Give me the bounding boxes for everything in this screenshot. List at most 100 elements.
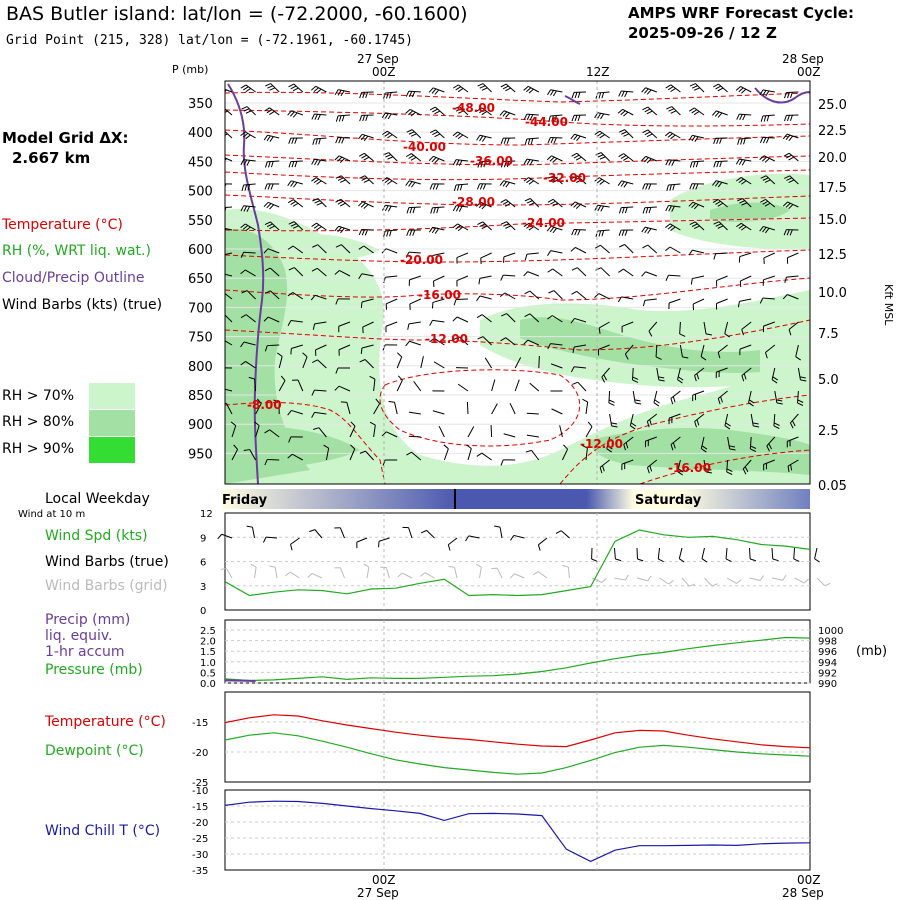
wind-barb-feather: [692, 183, 696, 190]
height-tick-label: 12.5: [818, 248, 847, 263]
wind-barb: [717, 344, 728, 353]
grid-wind-barb: [726, 577, 737, 584]
wind-barb: [341, 244, 351, 254]
wind-barb-feather: [691, 109, 698, 114]
wind-barb-feather: [429, 106, 436, 111]
wind-barb-feather: [452, 159, 457, 166]
height-tick-label: 17.5: [818, 181, 847, 196]
wind-barbs-main: [217, 83, 807, 476]
wind-barb-feather: [476, 452, 483, 457]
true-wind-barb-feather: [494, 525, 501, 528]
wind-barb-feather: [617, 180, 623, 186]
wind-barb-feather: [750, 445, 757, 449]
wind-barb: [631, 367, 634, 381]
wind-barb-feather: [358, 152, 365, 157]
wind-barb-feather: [476, 107, 483, 112]
day-bar: Friday Saturday: [222, 489, 810, 509]
wind-barb-feather: [587, 421, 593, 427]
wind-barb-feather: [387, 156, 394, 160]
wind-barb: [700, 436, 705, 449]
wind-barb-feather: [735, 86, 741, 91]
wind-barb-feather: [788, 204, 794, 210]
wind-barb-feather: [455, 205, 460, 212]
wind-barb-feather: [270, 183, 274, 190]
wind-barb: [467, 426, 475, 438]
wind-barb-feather: [550, 137, 554, 144]
wind-barb-feather: [267, 85, 274, 89]
wind-barb: [268, 316, 280, 323]
wind-barb-feather: [526, 178, 532, 184]
height-tick-label: 22.5: [818, 124, 847, 139]
height-tick-label: 0.05: [818, 479, 847, 494]
wind-barb-feather: [240, 223, 246, 229]
wind-barb-feather: [476, 314, 483, 319]
wind-barb-feather: [701, 448, 707, 453]
wind-barb-feather: [551, 115, 554, 122]
wind-barb-feather: [713, 221, 720, 225]
wind-tick-label: 9: [200, 533, 206, 544]
wind-barb-feather: [359, 359, 366, 363]
wind-barb-feather: [457, 134, 464, 140]
wind-barb: [509, 402, 516, 415]
wind-barb: [481, 314, 492, 323]
grid-wind-barb: [567, 567, 570, 579]
wind-barb-feather: [601, 92, 605, 99]
wind-barb-feather: [761, 156, 768, 162]
wind-barb-feather: [765, 137, 770, 144]
wind-barb: [653, 390, 658, 403]
wind-barb-feather: [764, 227, 770, 234]
wind-barb-feather: [667, 133, 673, 138]
wind-barb: [396, 379, 403, 392]
wind-barb-feather: [618, 129, 625, 133]
wind-barb-feather: [694, 87, 700, 91]
wind-barb-feather: [217, 227, 220, 232]
wind-barb-feather: [430, 207, 433, 214]
wind-barb-feather: [599, 134, 605, 139]
top-tick-00z: 00Z: [372, 65, 396, 79]
true-wind-barb: [793, 547, 795, 560]
wind-barb: [291, 180, 303, 185]
wind-barb: [668, 413, 681, 419]
wind-barb-feather: [602, 465, 605, 472]
wind-barb-feather: [649, 465, 653, 472]
wind-barb: [481, 452, 492, 461]
isotherm-8-closed: [379, 369, 581, 447]
forecast-cycle-label: AMPS WRF Forecast Cycle:: [628, 4, 854, 22]
wind-barb-feather: [677, 379, 683, 384]
wind-barb-feather: [482, 183, 487, 190]
wind-barb: [408, 411, 421, 415]
wind-barb: [716, 275, 728, 282]
wind-barb-feather: [712, 110, 717, 116]
wind-barb: [574, 366, 587, 369]
wind-barb-feather: [397, 375, 403, 381]
wind-barb-feather: [477, 221, 483, 226]
true-wind-barb: [771, 547, 774, 560]
wind-barb-feather: [408, 131, 415, 135]
wind-barb-feather: [786, 229, 790, 236]
wind-barb-feather: [382, 459, 386, 466]
cross-section-panel: -48.00 -44.00 -40.00 -36.00 -32.00 -28.0…: [172, 52, 895, 494]
wind-barb-feather: [597, 113, 602, 119]
wind-barb: [292, 292, 304, 300]
wind-barb-feather: [644, 108, 651, 113]
wind-barb-feather: [716, 161, 720, 168]
wind-barb-feather: [649, 419, 652, 426]
wind-barb: [269, 267, 280, 277]
wind-barb-feather: [717, 352, 721, 359]
wind-barb-feather: [505, 87, 511, 92]
wind-barb-feather: [412, 207, 416, 214]
wind-barb-feather: [576, 135, 581, 142]
wind-barb: [790, 413, 799, 424]
wind-barb-feather: [547, 343, 551, 350]
wind-barb-feather: [601, 376, 606, 383]
wind-barb: [385, 321, 398, 327]
wind-barb: [724, 321, 729, 334]
wind-barb-feather: [670, 134, 676, 140]
wind-barb-feather: [335, 198, 342, 203]
wind-barb-feather: [245, 134, 251, 140]
true-wind-barb-feather: [217, 533, 223, 540]
wind-barb-feather: [363, 135, 369, 142]
wind-barb-feather: [571, 152, 578, 157]
wind-barb-feather: [607, 445, 613, 450]
temp-tick-label: -15: [192, 718, 208, 729]
